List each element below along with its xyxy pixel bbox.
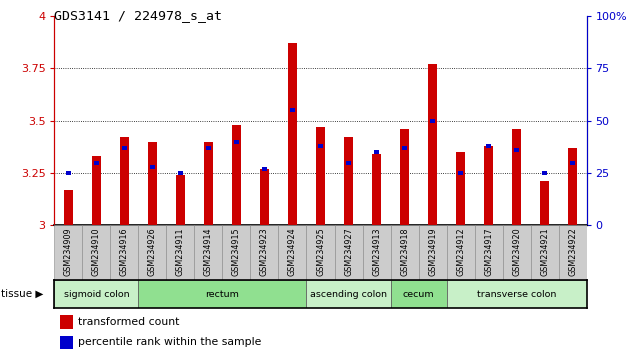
Bar: [363, 225, 390, 280]
Bar: [60, 336, 73, 349]
Text: ascending colon: ascending colon: [310, 290, 387, 299]
Bar: [558, 225, 587, 280]
Bar: [278, 225, 306, 280]
Bar: [262, 167, 267, 171]
Bar: [372, 154, 381, 225]
Text: GSM234919: GSM234919: [428, 227, 437, 276]
Bar: [306, 280, 390, 308]
Bar: [540, 182, 549, 225]
Bar: [399, 129, 410, 225]
Text: GSM234912: GSM234912: [456, 227, 465, 276]
Bar: [138, 225, 167, 280]
Bar: [306, 225, 335, 280]
Text: percentile rank within the sample: percentile rank within the sample: [78, 337, 262, 348]
Bar: [288, 43, 297, 225]
Bar: [568, 148, 578, 225]
Bar: [150, 165, 155, 169]
Bar: [346, 161, 351, 165]
Bar: [251, 225, 278, 280]
Bar: [315, 127, 326, 225]
Bar: [122, 146, 127, 150]
Bar: [531, 225, 558, 280]
Bar: [222, 225, 251, 280]
Text: transformed count: transformed count: [78, 317, 180, 327]
Bar: [570, 161, 575, 165]
Text: GSM234927: GSM234927: [344, 227, 353, 276]
Bar: [486, 144, 491, 148]
Bar: [447, 225, 474, 280]
Text: rectum: rectum: [206, 290, 240, 299]
Text: GSM234917: GSM234917: [484, 227, 493, 276]
Text: GSM234916: GSM234916: [120, 227, 129, 276]
Text: tissue ▶: tissue ▶: [1, 289, 43, 299]
Text: GSM234918: GSM234918: [400, 227, 409, 276]
Bar: [542, 171, 547, 175]
Bar: [419, 225, 447, 280]
Bar: [66, 171, 71, 175]
Bar: [430, 119, 435, 122]
Text: cecum: cecum: [403, 290, 435, 299]
Text: GSM234926: GSM234926: [148, 227, 157, 276]
Bar: [458, 171, 463, 175]
Bar: [447, 280, 587, 308]
Bar: [428, 64, 437, 225]
Bar: [94, 161, 99, 165]
Text: sigmoid colon: sigmoid colon: [63, 290, 129, 299]
Text: GSM234922: GSM234922: [568, 227, 577, 276]
Bar: [390, 225, 419, 280]
Text: GSM234910: GSM234910: [92, 227, 101, 276]
Bar: [456, 152, 465, 225]
Bar: [318, 144, 323, 148]
Text: GSM234920: GSM234920: [512, 227, 521, 276]
Bar: [92, 156, 101, 225]
Bar: [260, 169, 269, 225]
Bar: [60, 315, 73, 329]
Text: GSM234914: GSM234914: [204, 227, 213, 276]
Bar: [335, 225, 363, 280]
Bar: [63, 190, 73, 225]
Bar: [474, 225, 503, 280]
Bar: [138, 280, 306, 308]
Bar: [483, 146, 494, 225]
Bar: [231, 125, 242, 225]
Bar: [514, 148, 519, 152]
Bar: [402, 146, 407, 150]
Bar: [147, 142, 158, 225]
Bar: [344, 137, 353, 225]
Bar: [512, 129, 521, 225]
Text: GSM234911: GSM234911: [176, 227, 185, 276]
Bar: [83, 225, 110, 280]
Bar: [110, 225, 138, 280]
Text: GSM234913: GSM234913: [372, 227, 381, 276]
Text: transverse colon: transverse colon: [477, 290, 556, 299]
Text: GSM234925: GSM234925: [316, 227, 325, 276]
Bar: [234, 140, 239, 144]
Bar: [374, 150, 379, 154]
Bar: [206, 146, 211, 150]
Text: GSM234923: GSM234923: [260, 227, 269, 276]
Bar: [54, 280, 138, 308]
Text: GSM234924: GSM234924: [288, 227, 297, 276]
Bar: [204, 142, 213, 225]
Bar: [178, 171, 183, 175]
Bar: [167, 225, 194, 280]
Bar: [390, 280, 447, 308]
Bar: [54, 225, 83, 280]
Bar: [194, 225, 222, 280]
Bar: [120, 137, 129, 225]
Text: GSM234921: GSM234921: [540, 227, 549, 276]
Bar: [290, 108, 295, 112]
Text: GDS3141 / 224978_s_at: GDS3141 / 224978_s_at: [54, 9, 222, 22]
Bar: [176, 175, 185, 225]
Text: GSM234909: GSM234909: [64, 227, 73, 276]
Text: GSM234915: GSM234915: [232, 227, 241, 276]
Bar: [503, 225, 531, 280]
